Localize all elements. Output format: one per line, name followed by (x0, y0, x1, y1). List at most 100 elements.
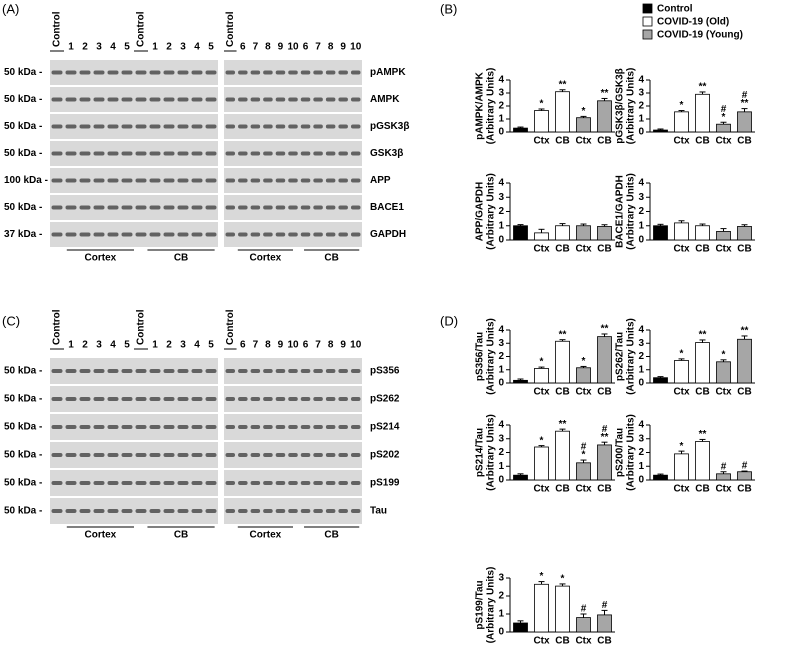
x-tick-label: Ctx (673, 484, 690, 495)
lane-label: 5 (208, 42, 214, 53)
protein-label: pS202 (370, 450, 400, 461)
blot-band (121, 369, 133, 373)
lane-label: 7 (253, 42, 259, 53)
y-axis-label: (Arbitrary Units) (486, 173, 497, 250)
bar (555, 340, 570, 384)
blot-band (65, 369, 77, 373)
x-tick-label: CB (555, 244, 569, 255)
blot-band (225, 97, 236, 102)
y-tick-label: 0 (638, 127, 644, 138)
blot-band (107, 509, 119, 513)
y-axis-label: (Arbitrary Units) (486, 68, 497, 145)
blot-band (191, 97, 203, 102)
x-tick-label: CB (695, 387, 709, 398)
blot-band (225, 509, 236, 513)
blot-band (263, 481, 273, 485)
blot-band (135, 151, 147, 156)
x-tick-label: Ctx (575, 484, 592, 495)
marker-label: 50 kDa - (4, 121, 42, 132)
y-tick-label: 2 (498, 591, 504, 602)
blot-band (191, 151, 203, 156)
blot-band (65, 425, 77, 429)
marker-label: 100 kDa - (4, 175, 48, 186)
lane-label: 4 (110, 42, 116, 53)
significance-mark: # (581, 604, 587, 615)
blot-band (338, 124, 348, 129)
blot-band (191, 453, 203, 457)
blot-band (51, 232, 63, 237)
marker-label: 50 kDa - (4, 67, 42, 78)
blot-band (288, 124, 298, 129)
blot-band (65, 178, 77, 183)
bar (674, 360, 689, 384)
blot-band (275, 151, 286, 156)
y-tick-label: 1 (638, 461, 644, 472)
x-tick-label: CB (737, 484, 751, 495)
blot-band (79, 369, 91, 373)
bar (653, 129, 668, 133)
blot-band (135, 397, 147, 401)
y-tick-label: 3 (498, 338, 504, 349)
significance-mark: ** (741, 326, 749, 337)
blot-band (288, 481, 298, 485)
blot-band (51, 151, 63, 156)
blot-band (135, 453, 147, 457)
blot-band (205, 369, 217, 373)
blot-band (250, 453, 261, 457)
blot-band (288, 453, 298, 457)
x-tick-label: CB (597, 484, 611, 495)
blot-strip (50, 168, 218, 193)
blot-band (135, 425, 147, 429)
bar (695, 342, 710, 384)
blot-band (275, 453, 286, 457)
marker-label: 50 kDa - (4, 422, 42, 433)
blot-band (149, 151, 161, 156)
blot-band (275, 509, 286, 513)
blot-band (65, 124, 77, 129)
y-axis-label: (Arbitrary Units) (626, 318, 637, 395)
y-tick-label: 2 (638, 447, 644, 458)
blot-band (121, 70, 133, 75)
blot-band (238, 97, 248, 102)
lane-label: 9 (340, 42, 346, 53)
x-tick-label: CB (597, 244, 611, 255)
blot-band (177, 124, 189, 129)
lane-label: Control (52, 309, 63, 345)
y-axis-label: (Arbitrary Units) (486, 567, 497, 644)
y-tick-label: 4 (498, 178, 504, 189)
blot-band (149, 205, 161, 210)
lane-label: 5 (124, 340, 130, 351)
blot-band (121, 151, 133, 156)
blot-band (191, 70, 203, 75)
blot-band (313, 178, 323, 183)
lane-label: 7 (315, 340, 321, 351)
blot-band (275, 70, 286, 75)
blot-band (51, 70, 63, 75)
blot-band (313, 232, 323, 237)
x-tick-label: Ctx (533, 244, 550, 255)
blot-band (191, 205, 203, 210)
y-axis-label: pAMPK/AMPK (475, 71, 486, 140)
blot-band (288, 425, 298, 429)
blot-band (300, 97, 311, 102)
protein-label: AMPK (370, 94, 400, 105)
blot-band (263, 97, 273, 102)
legend-label: COVID-19 (Young) (657, 30, 743, 41)
significance-mark: # (742, 461, 748, 472)
blot-band (350, 97, 361, 102)
significance-mark: ** (699, 429, 707, 440)
blot-band (65, 509, 77, 513)
y-tick-label: 3 (638, 88, 644, 99)
blot-band (238, 509, 248, 513)
lane-label: 7 (253, 340, 259, 351)
blot-band (135, 70, 147, 75)
y-tick-label: 4 (638, 325, 644, 336)
blot-band (177, 425, 189, 429)
y-axis-label: (Arbitrary Units) (626, 414, 637, 491)
lane-label: 10 (350, 340, 362, 351)
significance-mark: * (680, 441, 684, 452)
y-tick-label: 4 (638, 178, 644, 189)
panel-label: (C) (2, 313, 20, 328)
blot-band (238, 369, 248, 373)
